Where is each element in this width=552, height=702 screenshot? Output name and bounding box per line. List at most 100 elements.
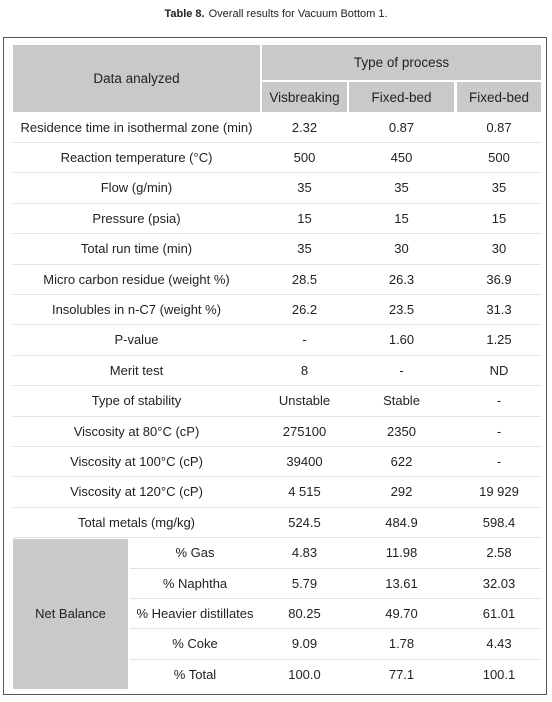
table-frame [3,37,547,695]
row-label: Residence time in isothermal zone (min) [20,119,253,135]
row-label: P-value [114,332,159,348]
row-label: Type of stability [91,393,182,409]
value-cell: 32.03 [482,575,516,591]
value-cell: 61.01 [482,606,516,622]
value-cell: 35 [491,180,507,196]
row-separator [13,324,541,326]
value-cell: 26.3 [388,271,415,287]
row-separator [13,354,541,356]
row-label: Merit test [109,362,164,378]
value-cell: 0.87 [486,119,512,135]
value-cell: ND [489,362,509,378]
caption-label: Table 8. [164,8,205,20]
row-label: Viscosity at 120°C (cP) [70,484,203,500]
row-separator [13,506,541,508]
row-separator [130,597,541,599]
value-cell: 292 [390,484,413,500]
value-cell: 13.61 [385,575,418,591]
value-cell: 484.9 [385,514,418,530]
value-cell: 4 515 [288,484,321,500]
row-separator [13,445,541,447]
caption-text: Overall results for Vacuum Bottom 1. [208,8,388,20]
value-cell: - [399,362,404,378]
header-cell: Fixed-bed [457,82,541,112]
value-cell: 100.1 [482,666,516,682]
value-cell: 4.83 [291,545,318,561]
row-separator [130,658,541,660]
value-cell: 8 [300,362,309,378]
value-cell: 500 [488,150,510,166]
value-cell: 1.78 [388,636,415,652]
row-label: Total run time (min) [80,241,193,257]
value-cell: 77.1 [388,666,415,682]
value-cell: 450 [390,150,413,166]
row-label: % Total [173,666,217,682]
row-label: Pressure (psia) [92,210,181,226]
value-cell: 2.58 [486,545,512,561]
value-cell: 524.5 [288,514,321,530]
value-cell: 26.2 [291,302,318,318]
row-separator [13,476,541,478]
row-separator [13,141,541,143]
net-balance-label: Net Balance [13,538,128,689]
row-separator [13,233,541,235]
row-separator [13,415,541,417]
row-separator [13,172,541,174]
value-cell: 2.32 [291,119,318,135]
caption: Table 8. Overall results for Vacuum Botto… [0,8,552,20]
value-cell: - [496,423,502,439]
row-label: % Coke [172,636,218,652]
value-cell: Stable [383,393,420,409]
row-separator [130,628,541,630]
value-cell: 35 [297,180,312,196]
value-cell: 1.60 [388,332,415,348]
value-cell: 15 [394,210,409,226]
value-cell: 19 929 [479,484,519,500]
value-cell: 598.4 [482,514,516,530]
row-separator [130,567,541,569]
value-cell: 30 [491,241,507,257]
value-cell: 23.5 [388,302,415,318]
value-cell: 2350 [387,423,416,439]
value-cell: Unstable [278,393,331,409]
value-cell: 500 [293,150,316,166]
row-label: Flow (g/min) [100,180,173,196]
row-label: % Naphtha [162,575,228,591]
value-cell: 100.0 [288,666,321,682]
row-label: Insolubles in n-C7 (weight %) [51,302,222,318]
header-cell: Data analyzed [13,45,260,112]
value-cell: 80.25 [288,606,321,622]
row-label: Viscosity at 100°C (cP) [70,454,203,470]
value-cell: 39400 [286,454,323,470]
row-label: Viscosity at 80°C (cP) [73,423,200,439]
value-cell: 35 [297,241,312,257]
value-cell: 49.70 [385,606,418,622]
value-cell: - [496,454,502,470]
row-label: Reaction temperature (°C) [60,150,213,166]
row-label: Micro carbon residue (weight %) [43,271,230,287]
value-cell: 31.3 [486,302,512,318]
row-label: Total metals (mg/kg) [77,514,196,530]
value-cell: 15 [297,210,312,226]
row-separator [13,385,541,387]
value-cell: 1.25 [486,332,512,348]
header-cell: Type of process [262,45,541,80]
value-cell: 35 [394,180,409,196]
value-cell: 275100 [282,423,327,439]
header-cell: Visbreaking [262,82,347,112]
row-separator [13,263,541,265]
row-label: % Heavier distillates [136,606,254,622]
row-label: % Gas [175,545,215,561]
value-cell: 5.79 [291,575,318,591]
row-separator [13,202,541,204]
value-cell: 11.98 [385,545,418,561]
value-cell: 4.43 [486,636,512,652]
value-cell: 36.9 [486,271,512,287]
row-separator [13,537,541,539]
value-cell: 622 [390,454,413,470]
value-cell: - [302,332,307,348]
row-separator [13,293,541,295]
value-cell: 0.87 [388,119,415,135]
value-cell: 30 [394,241,409,257]
